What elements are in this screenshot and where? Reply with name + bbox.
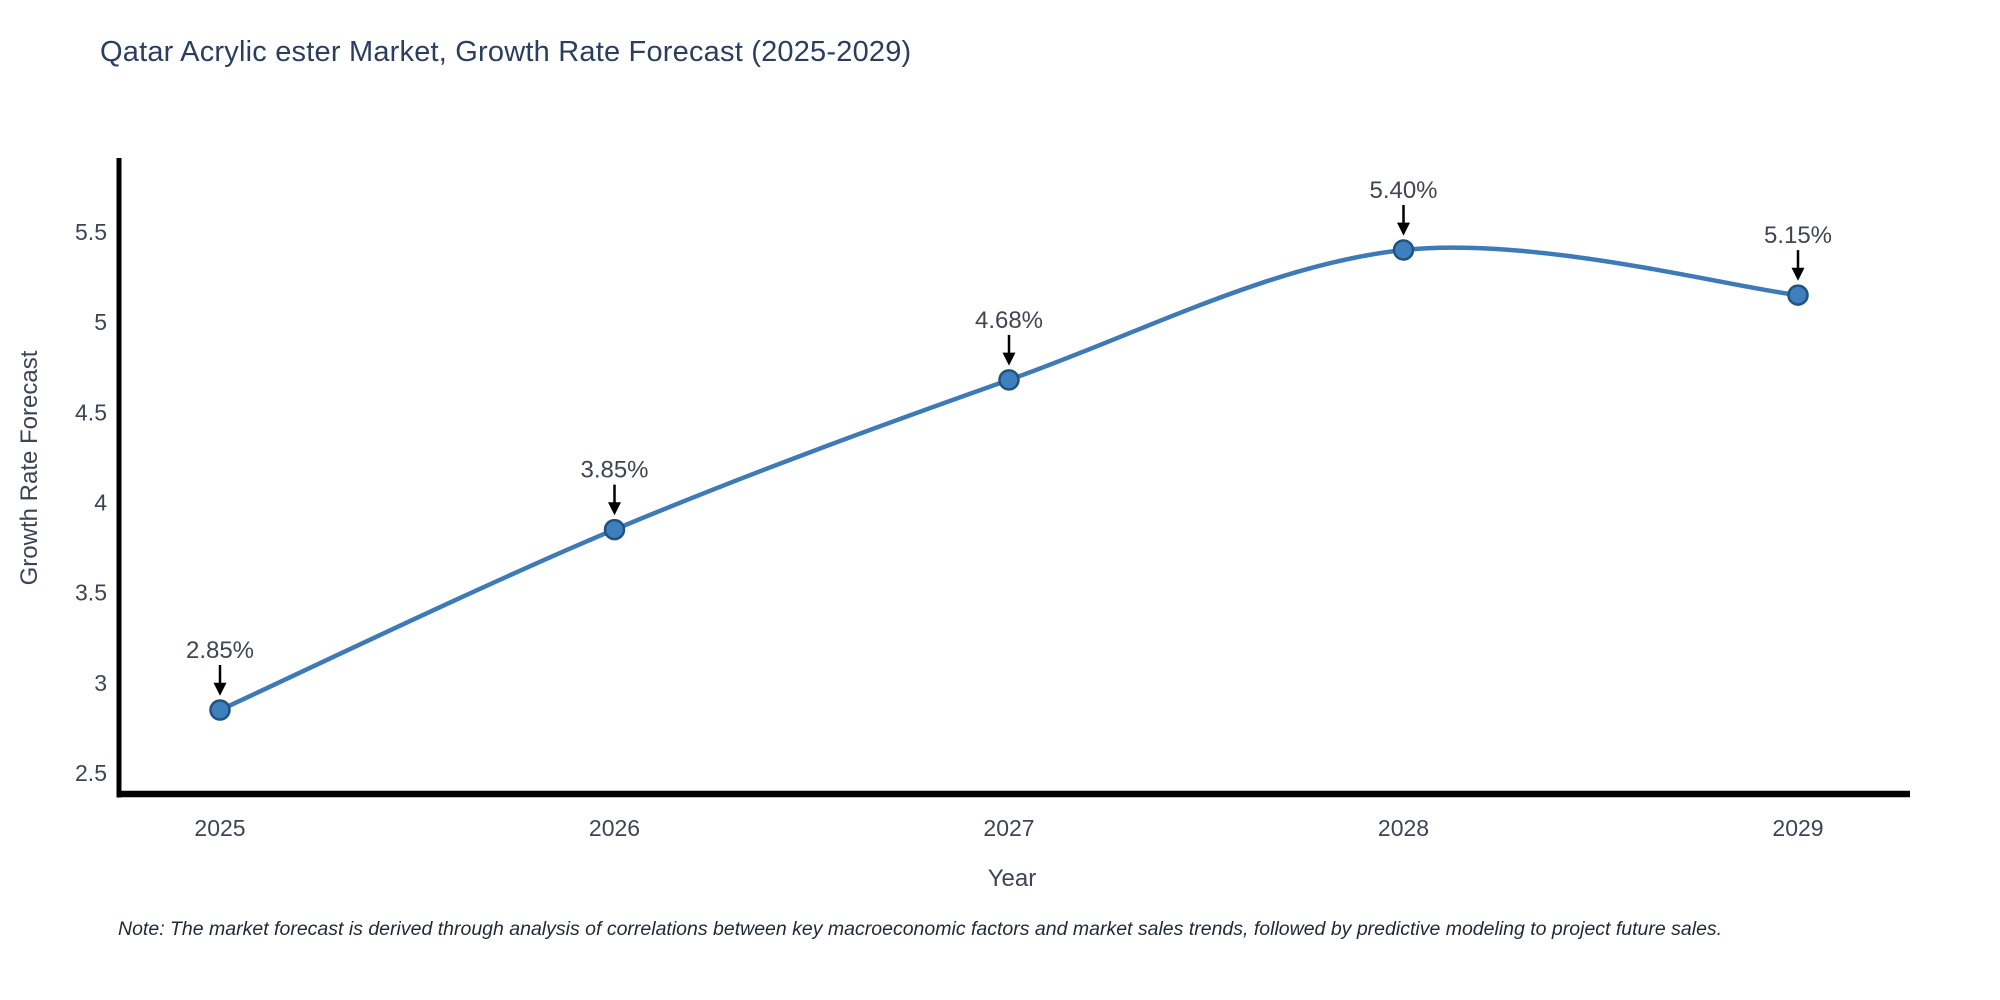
x-tick-label: 2027 (983, 815, 1034, 841)
x-tick-label: 2025 (194, 815, 245, 841)
y-axis-label: Growth Rate Forecast (16, 350, 43, 586)
x-tick-label: 2029 (1772, 815, 1823, 841)
x-axis-label: Year (987, 865, 1037, 892)
y-tick-label: 4.5 (75, 399, 107, 425)
x-tick-label: 2028 (1378, 815, 1429, 841)
footnote: Note: The market forecast is derived thr… (118, 918, 1723, 940)
data-point-marker (998, 369, 1020, 391)
point-annotation-label: 4.68% (975, 307, 1043, 334)
data-point-marker (209, 699, 231, 721)
y-tick-label: 2.5 (75, 760, 107, 786)
chart-title: Qatar Acrylic ester Market, Growth Rate … (100, 36, 912, 68)
point-annotation-label: 5.15% (1764, 222, 1832, 249)
point-annotation-label: 3.85% (580, 457, 648, 484)
data-point-marker (1787, 284, 1809, 306)
data-point-marker (1392, 239, 1415, 261)
y-tick-label: 3.5 (75, 580, 107, 606)
point-annotation-label: 2.85% (186, 637, 254, 664)
point-annotation-label: 5.40% (1369, 177, 1437, 204)
y-tick-label: 5 (94, 309, 107, 335)
y-tick-label: 3 (94, 670, 107, 696)
y-tick-label: 4 (94, 490, 107, 516)
data-point-marker (603, 518, 626, 541)
y-tick-label: 5.5 (75, 219, 107, 245)
x-tick-label: 2026 (589, 815, 640, 841)
